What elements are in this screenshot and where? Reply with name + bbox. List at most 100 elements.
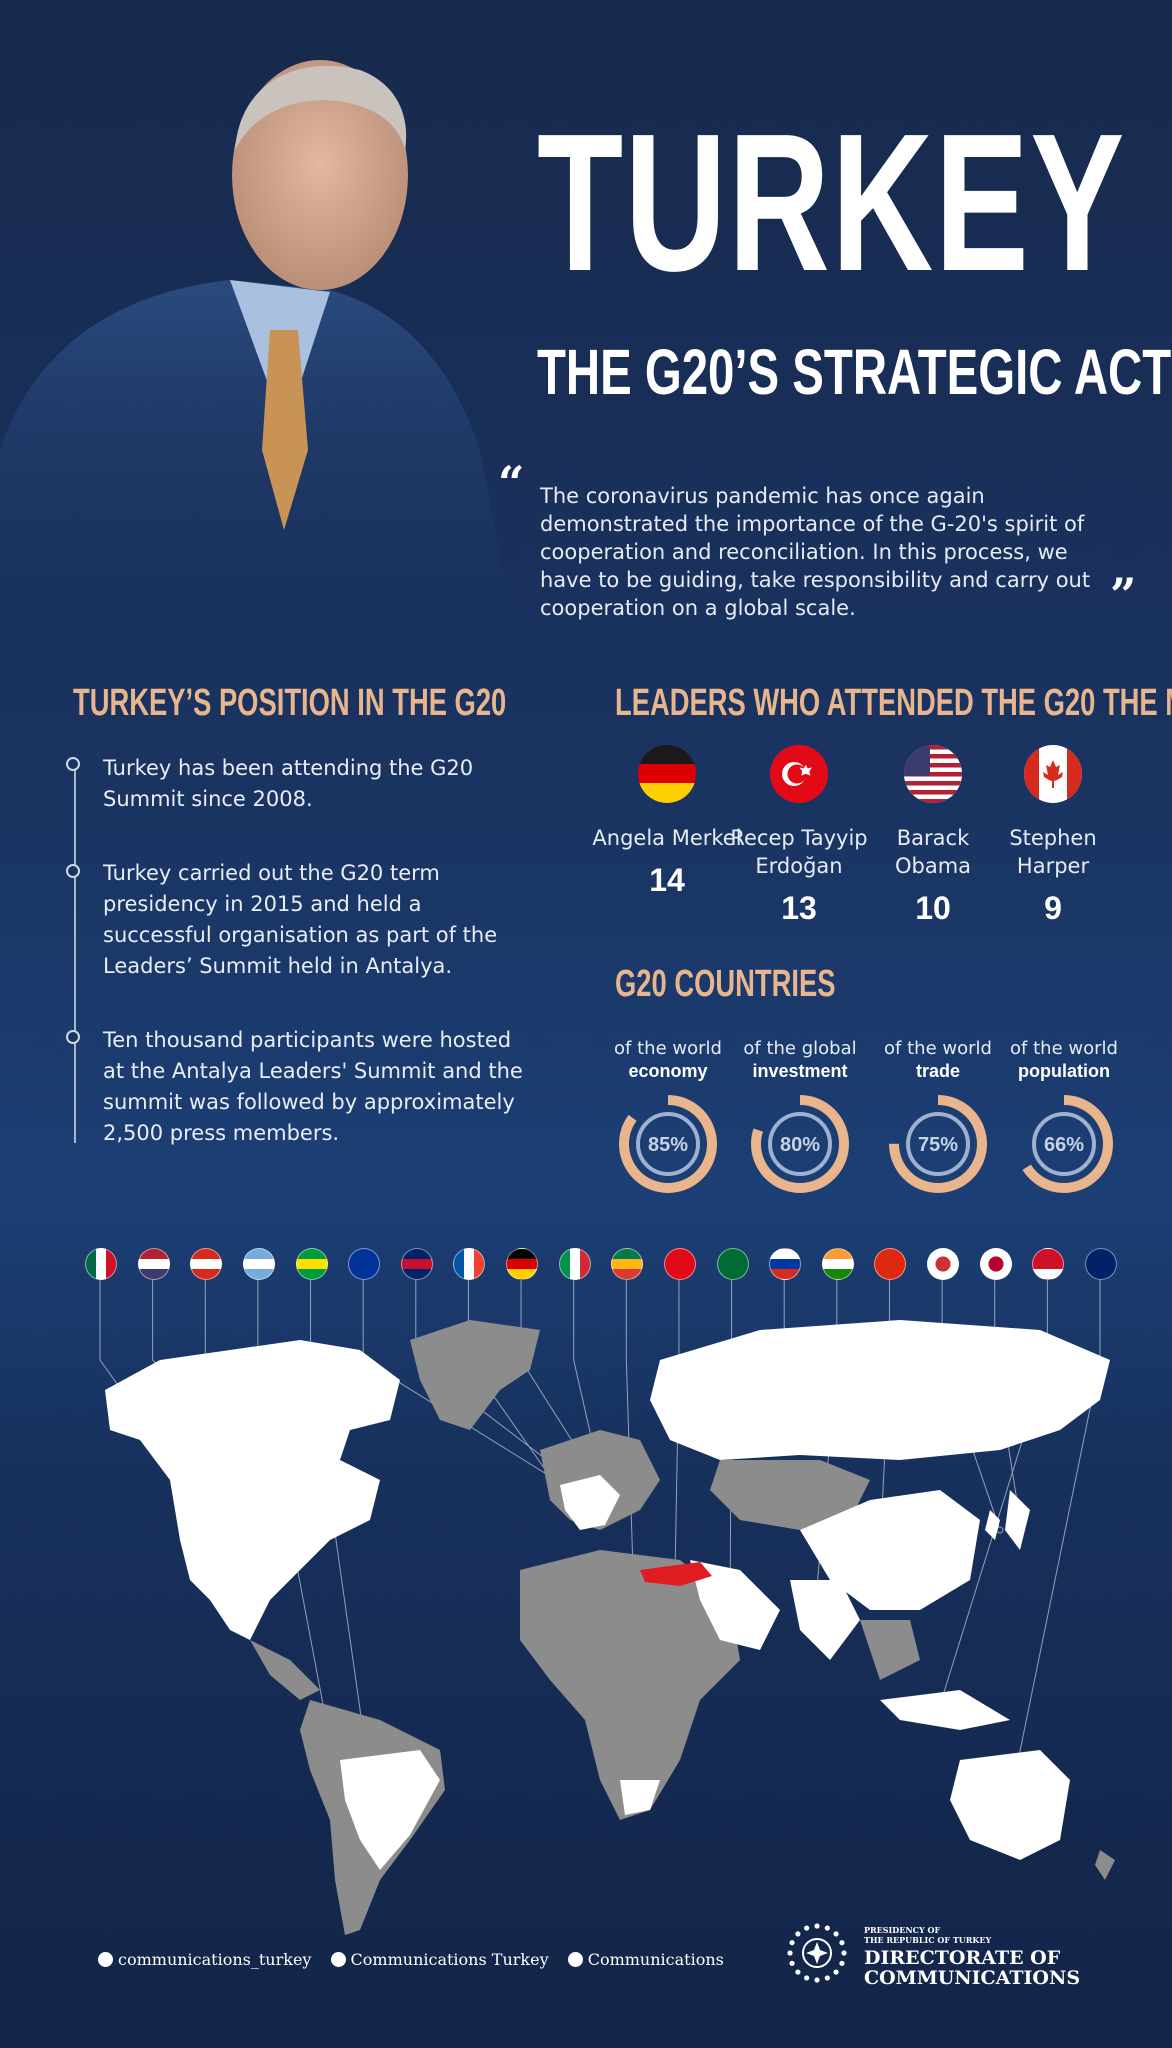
korea-japan-shape xyxy=(985,1490,1030,1550)
youtube-link[interactable]: Communications Turkey xyxy=(350,1950,549,1969)
leader-item: Recep Tayyip Erdoğan 13 xyxy=(724,745,874,927)
org-line: DIRECTORATE OF xyxy=(864,1947,1061,1969)
portrait-image xyxy=(0,60,520,660)
south-africa-shape xyxy=(620,1780,660,1815)
org-line: THE REPUBLIC OF TURKEY xyxy=(864,1935,992,1945)
uk-flag-icon xyxy=(400,1248,433,1280)
leader-name: Angela Merkel xyxy=(592,826,742,850)
russia-shape xyxy=(650,1320,1110,1460)
usa-flag-icon xyxy=(137,1248,170,1280)
brazil-argentina-shape xyxy=(340,1750,440,1870)
org-title: DIRECTORATE OF COMMUNICATIONS xyxy=(864,1948,1080,1988)
turkey-highlight-shape xyxy=(640,1562,712,1586)
stat-inner-ring xyxy=(906,1112,970,1176)
mexico-flag-icon xyxy=(85,1248,117,1280)
leader-name: Recep Tayyip Erdoğan xyxy=(730,826,868,878)
australia-shape xyxy=(950,1750,1070,1860)
africa-shape xyxy=(520,1550,740,1820)
position-item: Turkey carried out the G20 term presiden… xyxy=(103,861,498,978)
logo-star xyxy=(814,1977,820,1983)
g20-stat: of the world economy 85% xyxy=(603,1038,733,1196)
turkey-flag-icon xyxy=(770,745,828,803)
logo-star xyxy=(839,1940,845,1946)
germany-flag-icon xyxy=(638,745,696,803)
stat-inner-ring xyxy=(768,1112,832,1176)
italy-flag-icon xyxy=(558,1248,591,1280)
logo-star xyxy=(787,1950,793,1956)
leader-name: Stephen Harper xyxy=(1009,826,1097,878)
leader-count: 13 xyxy=(781,890,817,926)
leader-item: Barack Obama 10 xyxy=(858,745,1008,927)
timeline-dot xyxy=(66,1030,80,1044)
stat-label: of the world xyxy=(1010,1038,1118,1059)
saudi-arabia-shape xyxy=(690,1560,780,1650)
brazil-flag-icon xyxy=(295,1248,328,1280)
quote-close-mark: ” xyxy=(1110,568,1137,622)
page-title: TURKEY xyxy=(537,93,1126,312)
stat-percent: 85% xyxy=(648,1134,688,1156)
saudi-arabia-flag-icon xyxy=(716,1248,749,1280)
logo-star xyxy=(824,1925,830,1931)
g20-stat: of the world trade 75% xyxy=(873,1038,1003,1196)
stat-donut: 85% xyxy=(619,1095,717,1193)
stat-percent: 66% xyxy=(1044,1134,1084,1156)
position-heading: TURKEY’S POSITION IN THE G20 xyxy=(73,682,507,724)
logo-star xyxy=(795,1931,801,1937)
logo-star xyxy=(839,1960,845,1966)
eu-members-shape xyxy=(560,1475,620,1530)
stat-label-strong: population xyxy=(1018,1061,1110,1081)
turkey-flag-icon xyxy=(663,1248,696,1280)
stat-label: of the world xyxy=(884,1038,992,1059)
leader-count: 14 xyxy=(649,862,685,898)
logo-star xyxy=(833,1969,839,1975)
instagram-icon xyxy=(98,1952,113,1967)
stat-ring xyxy=(751,1095,849,1193)
logo-star xyxy=(814,1923,820,1929)
north-america-shape xyxy=(105,1340,400,1640)
logo-star xyxy=(795,1969,801,1975)
member-flags-row xyxy=(0,1248,1172,1288)
stat-percent: 75% xyxy=(918,1134,958,1156)
quote-open-mark: “ xyxy=(498,456,525,510)
japan-flag-icon xyxy=(979,1248,1012,1280)
indonesia-flag-icon xyxy=(1032,1248,1065,1280)
argentina-flag-icon xyxy=(242,1248,275,1280)
twitter-link[interactable]: Communications xyxy=(587,1950,724,1969)
leader-count: 10 xyxy=(915,890,951,926)
china-flag-icon xyxy=(874,1248,907,1280)
directorate-logo-icon xyxy=(787,1923,847,1983)
g20-stat: of the world population 66% xyxy=(999,1038,1129,1196)
stat-label: of the world xyxy=(614,1038,722,1059)
world-map xyxy=(99,1280,1115,1935)
logo-star xyxy=(789,1960,795,1966)
leader-item: Angela Merkel 14 xyxy=(592,745,742,899)
stat-ring xyxy=(1015,1095,1113,1193)
org-line: COMMUNICATIONS xyxy=(864,1967,1081,1989)
south-africa-flag-icon xyxy=(611,1248,644,1280)
stat-donut: 66% xyxy=(1015,1095,1113,1193)
page-subtitle: THE G20’S STRATEGIC ACTOR xyxy=(537,336,1172,408)
logo-star xyxy=(789,1940,795,1946)
stat-percent: 80% xyxy=(780,1134,820,1156)
leader-quote: The coronavirus pandemic has once again … xyxy=(540,484,1091,620)
stat-label-strong: economy xyxy=(628,1061,708,1081)
usa-flag-icon xyxy=(904,745,962,804)
china-shape xyxy=(800,1490,980,1610)
stat-donut: 80% xyxy=(751,1095,849,1193)
stat-inner-ring xyxy=(1032,1112,1096,1176)
timeline-dot xyxy=(66,757,80,771)
leaders-heading: LEADERS WHO ATTENDED THE G20 THE MOST xyxy=(615,682,1172,724)
social-links: communications_turkey Communications Tur… xyxy=(98,1950,738,1969)
new-zealand-shape xyxy=(1095,1850,1115,1880)
stat-donut: 75% xyxy=(889,1095,987,1193)
stat-label: of the global xyxy=(743,1038,857,1059)
instagram-link[interactable]: communications_turkey xyxy=(118,1950,312,1969)
timeline-line xyxy=(74,768,76,1143)
youtube-icon xyxy=(330,1952,346,1967)
org-line: PRESIDENCY OF xyxy=(864,1925,941,1935)
germany-flag-icon xyxy=(506,1248,539,1280)
stat-label-strong: investment xyxy=(752,1061,848,1081)
greenland-shape xyxy=(410,1320,540,1430)
leader-item: Stephen Harper 9 xyxy=(978,745,1128,927)
logo-star xyxy=(804,1975,810,1981)
